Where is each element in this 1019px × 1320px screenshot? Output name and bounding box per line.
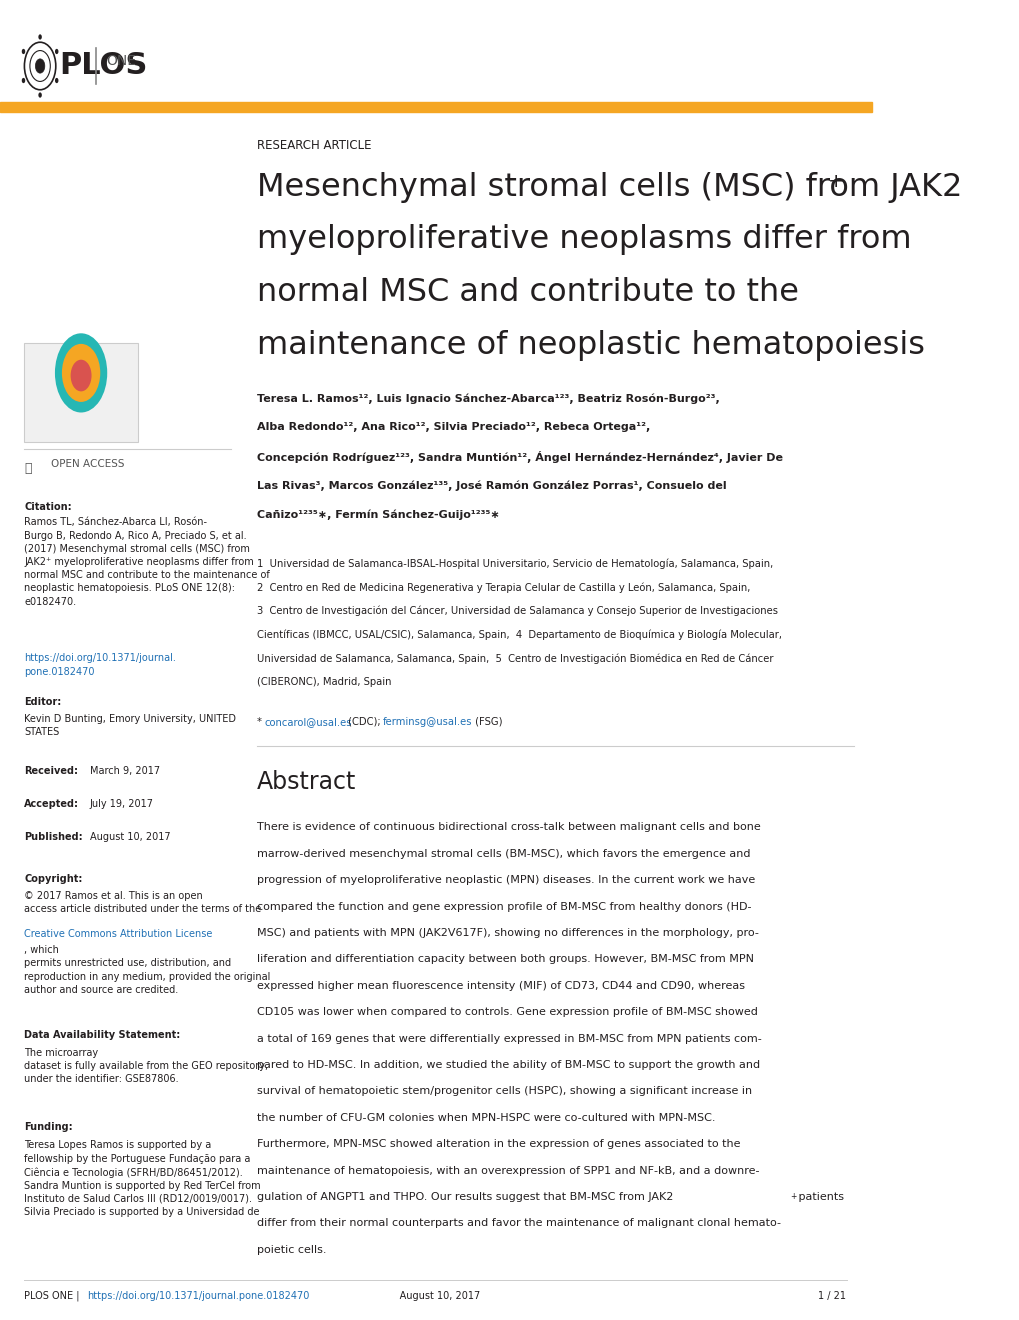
Text: 3  Centro de Investigación del Cáncer, Universidad de Salamanca y Consejo Superi: 3 Centro de Investigación del Cáncer, Un… (257, 606, 777, 616)
Text: normal MSC and contribute to the: normal MSC and contribute to the (257, 277, 799, 308)
Text: August 10, 2017: August 10, 2017 (90, 832, 170, 842)
Text: patients: patients (794, 1192, 844, 1203)
Text: https://doi.org/10.1371/journal.
pone.0182470: https://doi.org/10.1371/journal. pone.01… (24, 653, 176, 677)
Text: a total of 169 genes that were differentially expressed in BM-MSC from MPN patie: a total of 169 genes that were different… (257, 1034, 761, 1044)
Bar (0, 102, 871, 112)
Text: The microarray
dataset is fully available from the GEO repository,
under the ide: The microarray dataset is fully availabl… (24, 1048, 268, 1085)
Text: progression of myeloproliferative neoplastic (MPN) diseases. In the current work: progression of myeloproliferative neopla… (257, 875, 755, 886)
Text: Citation:: Citation: (24, 502, 72, 512)
Text: (CDC);: (CDC); (344, 717, 383, 727)
Text: There is evidence of continuous bidirectional cross-talk between malignant cells: There is evidence of continuous bidirect… (257, 822, 760, 833)
Text: Teresa Lopes Ramos is supported by a
fellowship by the Portuguese Fundação para : Teresa Lopes Ramos is supported by a fel… (24, 1140, 261, 1217)
Text: OPEN ACCESS: OPEN ACCESS (51, 459, 124, 470)
Text: July 19, 2017: July 19, 2017 (90, 799, 154, 809)
Text: Accepted:: Accepted: (24, 799, 79, 809)
Text: Abstract: Abstract (257, 770, 357, 793)
Text: expressed higher mean fluorescence intensity (MIF) of CD73, CD44 and CD90, where: expressed higher mean fluorescence inten… (257, 981, 745, 991)
Circle shape (55, 333, 107, 412)
Circle shape (39, 92, 42, 98)
Text: Alba Redondo¹², Ana Rico¹², Silvia Preciado¹², Rebeca Ortega¹²,: Alba Redondo¹², Ana Rico¹², Silvia Preci… (257, 422, 650, 433)
Text: Furthermore, MPN-MSC showed alteration in the expression of genes associated to : Furthermore, MPN-MSC showed alteration i… (257, 1139, 740, 1150)
Text: +: + (827, 172, 844, 190)
Text: Universidad de Salamanca, Salamanca, Spain,  5  Centro de Investigación Biomédic: Universidad de Salamanca, Salamanca, Spa… (257, 653, 773, 664)
Text: maintenance of hematopoiesis, with an overexpression of SPP1 and NF-kB, and a do: maintenance of hematopoiesis, with an ov… (257, 1166, 759, 1176)
Text: (FSG): (FSG) (471, 717, 501, 727)
Circle shape (21, 49, 25, 54)
Text: Funding:: Funding: (24, 1122, 73, 1133)
Circle shape (70, 359, 92, 391)
Text: differ from their normal counterparts and favor the maintenance of malignant clo: differ from their normal counterparts an… (257, 1218, 781, 1229)
Text: Científicas (IBMCC, USAL/CSIC), Salamanca, Spain,  4  Departamento de Bioquímica: Científicas (IBMCC, USAL/CSIC), Salamanc… (257, 630, 782, 640)
Text: Kevin D Bunting, Emory University, UNITED
STATES: Kevin D Bunting, Emory University, UNITE… (24, 714, 236, 738)
Text: © 2017 Ramos et al. This is an open
access article distributed under the terms o: © 2017 Ramos et al. This is an open acce… (24, 891, 262, 915)
Circle shape (55, 78, 58, 83)
Text: +: + (789, 1192, 796, 1201)
Text: PLOS ONE |: PLOS ONE | (24, 1291, 83, 1302)
Text: CD105 was lower when compared to controls. Gene expression profile of BM-MSC sho: CD105 was lower when compared to control… (257, 1007, 757, 1018)
Text: August 10, 2017: August 10, 2017 (383, 1291, 479, 1302)
Text: concarol@usal.es: concarol@usal.es (264, 717, 352, 727)
Text: Las Rivas³, Marcos González¹³⁵, José Ramón González Porras¹, Consuelo del: Las Rivas³, Marcos González¹³⁵, José Ram… (257, 480, 727, 491)
Text: Cañizo¹²³⁵∗, Fermín Sánchez-Guijo¹²³⁵∗: Cañizo¹²³⁵∗, Fermín Sánchez-Guijo¹²³⁵∗ (257, 510, 499, 520)
Text: ONE: ONE (106, 54, 137, 67)
Text: (CIBERONC), Madrid, Spain: (CIBERONC), Madrid, Spain (257, 677, 391, 688)
Text: Editor:: Editor: (24, 697, 61, 708)
Text: maintenance of neoplastic hematopoiesis: maintenance of neoplastic hematopoiesis (257, 330, 924, 360)
Circle shape (62, 345, 100, 401)
Text: MSC) and patients with MPN (JAK2V617F), showing no differences in the morphology: MSC) and patients with MPN (JAK2V617F), … (257, 928, 758, 939)
Circle shape (21, 78, 25, 83)
Text: Data Availability Statement:: Data Availability Statement: (24, 1030, 180, 1040)
Text: Creative Commons Attribution License: Creative Commons Attribution License (24, 929, 213, 940)
Text: the number of CFU-GM colonies when MPN-HSPC were co-cultured with MPN-MSC.: the number of CFU-GM colonies when MPN-H… (257, 1113, 715, 1123)
Text: 🔒: 🔒 (24, 462, 32, 475)
Text: 1  Universidad de Salamanca-IBSAL-Hospital Universitario, Servicio de Hematologí: 1 Universidad de Salamanca-IBSAL-Hospita… (257, 558, 772, 569)
Text: marrow-derived mesenchymal stromal cells (BM-MSC), which favors the emergence an: marrow-derived mesenchymal stromal cells… (257, 849, 750, 859)
Text: Ramos TL, Sánchez-Abarca LI, Rosón-
Burgo B, Redondo A, Rico A, Preciado S, et a: Ramos TL, Sánchez-Abarca LI, Rosón- Burg… (24, 517, 270, 607)
Text: Teresa L. Ramos¹², Luis Ignacio Sánchez-Abarca¹²³, Beatriz Rosón-Burgo²³,: Teresa L. Ramos¹², Luis Ignacio Sánchez-… (257, 393, 719, 404)
FancyBboxPatch shape (24, 343, 138, 442)
Text: Check for
updates: Check for updates (56, 397, 106, 418)
Circle shape (39, 34, 42, 40)
Text: myeloproliferative neoplasms differ from: myeloproliferative neoplasms differ from (257, 224, 911, 255)
Text: 1 / 21: 1 / 21 (817, 1291, 845, 1302)
Text: Copyright:: Copyright: (24, 874, 83, 884)
Text: PLOS: PLOS (59, 51, 148, 81)
Text: RESEARCH ARTICLE: RESEARCH ARTICLE (257, 139, 371, 152)
Text: , which
permits unrestricted use, distribution, and
reproduction in any medium, : , which permits unrestricted use, distri… (24, 945, 270, 995)
Text: pared to HD-MSC. In addition, we studied the ability of BM-MSC to support the gr: pared to HD-MSC. In addition, we studied… (257, 1060, 759, 1071)
Text: Published:: Published: (24, 832, 83, 842)
Text: compared the function and gene expression profile of BM-MSC from healthy donors : compared the function and gene expressio… (257, 902, 751, 912)
Text: 2  Centro en Red de Medicina Regenerativa y Terapia Celular de Castilla y León, : 2 Centro en Red de Medicina Regenerativa… (257, 582, 750, 593)
Text: https://doi.org/10.1371/journal.pone.0182470: https://doi.org/10.1371/journal.pone.018… (87, 1291, 309, 1302)
Circle shape (36, 59, 45, 73)
Text: Mesenchymal stromal cells (MSC) from JAK2: Mesenchymal stromal cells (MSC) from JAK… (257, 172, 962, 202)
Text: Concepción Rodríguez¹²³, Sandra Muntión¹², Ángel Hernández-Hernández⁴, Javier De: Concepción Rodríguez¹²³, Sandra Muntión¹… (257, 451, 783, 463)
Text: Received:: Received: (24, 766, 78, 776)
Text: liferation and differentiation capacity between both groups. However, BM-MSC fro: liferation and differentiation capacity … (257, 954, 753, 965)
Circle shape (55, 49, 58, 54)
Text: gulation of ANGPT1 and THPO. Our results suggest that BM-MSC from JAK2: gulation of ANGPT1 and THPO. Our results… (257, 1192, 673, 1203)
Text: ferminsg@usal.es: ferminsg@usal.es (382, 717, 472, 727)
Text: March 9, 2017: March 9, 2017 (90, 766, 160, 776)
Text: *: * (257, 717, 265, 727)
Text: poietic cells.: poietic cells. (257, 1245, 326, 1255)
Text: survival of hematopoietic stem/progenitor cells (HSPC), showing a significant in: survival of hematopoietic stem/progenito… (257, 1086, 752, 1097)
